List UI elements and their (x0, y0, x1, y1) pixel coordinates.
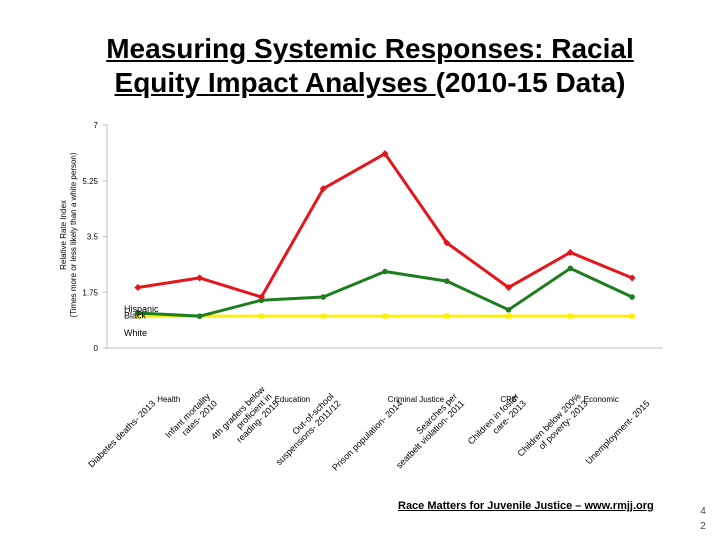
point-white (506, 313, 512, 319)
page-number: 4 2 (696, 504, 710, 534)
x-tick-label: Unemployment- 2015 (584, 398, 652, 466)
title-rest: (2010-15 Data) (435, 66, 626, 98)
x-tick-label: Prison population- 2014 (330, 398, 404, 472)
point-black (566, 248, 574, 256)
x-group-label: Economic (584, 395, 619, 404)
x-tick-label-line: seatbelt violation- 2011 (394, 398, 466, 470)
point-black (319, 185, 327, 193)
point-black (381, 150, 389, 158)
y-tick-label: 3.5 (87, 233, 99, 242)
x-group-label: Education (275, 395, 311, 404)
point-hispanic (382, 268, 388, 275)
x-group-label: CPS (500, 395, 516, 404)
point-hispanic (505, 306, 512, 313)
point-white (320, 313, 326, 319)
point-black (134, 283, 142, 292)
y-axis-label-line1: Relative Rate Index (59, 200, 68, 270)
series-label-black: Black (124, 310, 147, 320)
point-white (135, 313, 141, 319)
point-hispanic (629, 294, 635, 300)
point-white (382, 313, 388, 319)
point-black (196, 274, 204, 282)
point-white (629, 313, 635, 319)
series-line-hispanic (137, 266, 633, 318)
x-tick-label-line: Diabetes deaths- 2013 (86, 398, 157, 469)
point-hispanic (135, 310, 141, 316)
point-white (258, 313, 264, 319)
x-group-label: Criminal Justice (388, 395, 445, 404)
y-tick-label: 1.75 (82, 288, 98, 297)
x-tick-label: 4th graders belowproficient inreading- 2… (209, 384, 281, 456)
page-number-line2: 2 (700, 521, 706, 532)
point-hispanic (196, 313, 203, 319)
x-group-label: Health (157, 395, 180, 404)
point-hispanic (567, 265, 574, 272)
x-tick-label: Diabetes deaths- 2013 (86, 398, 157, 469)
y-axis-label-line2: (Times more or less likely than a white … (69, 152, 78, 317)
x-tick-label-line: Unemployment- 2015 (584, 398, 652, 466)
footer-source[interactable]: Race Matters for Juvenile Justice – www.… (398, 500, 654, 512)
point-black (628, 274, 636, 282)
series-label-white: White (124, 328, 147, 338)
x-tick-label: Children below 200%of poverty- 2013 (515, 391, 589, 465)
y-tick-label: 0 (94, 344, 99, 353)
x-tick-label-line: Prison population- 2014 (330, 398, 404, 472)
y-tick-label: 5.25 (82, 177, 98, 186)
slide-title: Measuring Systemic Responses: Racial Equ… (60, 32, 680, 99)
point-white (567, 313, 573, 319)
point-black (505, 283, 513, 292)
x-tick-label-line: Children below 200% (515, 391, 582, 458)
x-tick-label-line: suspensions- 2011/12 (274, 398, 343, 467)
point-hispanic (443, 278, 450, 284)
point-black (443, 239, 451, 247)
point-black (257, 293, 265, 301)
page-number-line1: 4 (700, 506, 706, 517)
x-tick-label: Children in fostercare- 2013 (466, 391, 528, 453)
point-hispanic (320, 294, 327, 300)
y-axis-label: Relative Rate Index(Times more or less l… (59, 152, 78, 317)
title-underlined: Measuring Systemic Responses: Racial Equ… (106, 33, 634, 98)
series-label-hispanic: Hispanic (124, 304, 159, 314)
point-white (444, 313, 450, 319)
y-tick-label: 7 (94, 121, 99, 130)
